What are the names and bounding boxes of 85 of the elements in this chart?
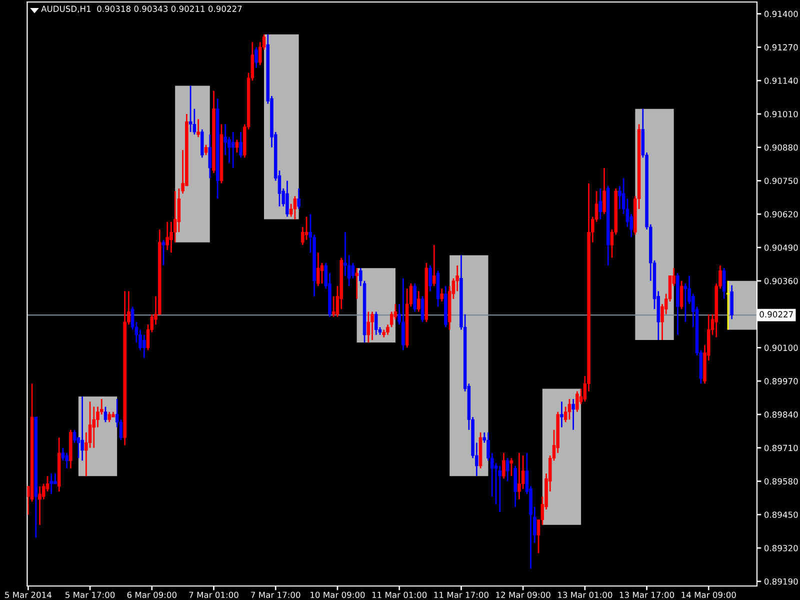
chart-title: AUDUSD,H1 0.90318 0.90343 0.90211 0.90227 (41, 6, 242, 13)
candlestick (417, 290, 420, 312)
candlestick (355, 267, 358, 300)
candlestick (54, 472, 57, 484)
x-tick-label: 7 Mar 01:00 (189, 592, 238, 598)
candlestick (196, 118, 200, 138)
candlestick (518, 452, 521, 500)
candlestick (204, 144, 208, 156)
candlestick (413, 282, 416, 312)
candlestick (254, 46, 258, 68)
x-tick-label: 10 Mar 09:00 (310, 592, 365, 598)
x-tick-label: 12 Mar 09:00 (496, 592, 550, 598)
candlestick (80, 396, 84, 462)
ref-line-label: 0.90227 (760, 311, 793, 318)
candlestick (297, 188, 300, 210)
candlestick (568, 398, 572, 420)
y-tick-label: 0.89580 (764, 478, 798, 485)
candlestick (572, 398, 575, 431)
x-tick-label: 5 Mar 17:00 (66, 592, 115, 598)
y-tick-label: 0.89450 (764, 512, 798, 518)
candlestick (50, 472, 53, 495)
x-tick-label: 11 Mar 01:00 (372, 592, 427, 598)
candlestick (316, 252, 320, 287)
y-tick-label: 0.89320 (764, 544, 798, 552)
candlestick (726, 280, 730, 330)
candlestick (162, 239, 166, 266)
y-tick-label: 0.90620 (764, 211, 798, 218)
y-tick-label: 0.91010 (764, 110, 798, 118)
candlestick (286, 180, 289, 218)
candlestick (304, 216, 308, 241)
candlestick (351, 262, 355, 280)
y-tick-label: 0.90750 (764, 178, 798, 184)
candlestick (428, 264, 432, 292)
x-tick-label: 14 Mar 09:00 (682, 592, 736, 598)
x-tick-label: 13 Mar 17:00 (620, 592, 674, 598)
candlestick (374, 311, 378, 336)
candlestick (235, 138, 239, 154)
x-tick-label: 5 Mar 2014 (5, 592, 52, 598)
candlestick (506, 457, 510, 482)
candlestick (366, 311, 370, 344)
x-tick-label: 6 Mar 09:00 (127, 592, 177, 598)
y-tick-label: 0.90360 (764, 278, 798, 284)
candlestick (38, 486, 42, 526)
candlestick (560, 400, 564, 428)
candlestick (231, 131, 235, 169)
candlestick (730, 284, 734, 320)
y-tick-label: 0.90490 (764, 244, 798, 251)
candlestick (722, 267, 726, 300)
candlestick (498, 465, 502, 513)
candlestick (208, 134, 212, 179)
candlestick (188, 85, 192, 133)
candlestick (65, 452, 68, 470)
candlestick (402, 278, 405, 351)
candlestick (510, 457, 514, 477)
candlestick (680, 280, 684, 310)
candlestick (502, 452, 506, 480)
candlestick (370, 311, 374, 341)
candlestick (514, 465, 517, 508)
candlestick (166, 221, 169, 251)
y-tick-label: 0.91140 (764, 78, 798, 84)
candlestick (598, 188, 602, 220)
candlestick (420, 296, 424, 323)
candlestick (293, 195, 297, 220)
candlestick (440, 288, 444, 302)
x-tick-label: 11 Mar 17:00 (434, 592, 488, 598)
y-tick-label: 0.90880 (764, 144, 798, 151)
y-tick-label: 0.89190 (764, 578, 798, 585)
candlestick (142, 334, 146, 359)
candlestick (576, 390, 579, 413)
candlestick (200, 128, 204, 158)
candlestick (332, 296, 336, 318)
y-tick-label: 0.91270 (764, 44, 798, 50)
y-tick-label: 0.89840 (764, 411, 798, 418)
y-tick-label: 0.89970 (764, 378, 798, 384)
candlestick (72, 429, 76, 444)
y-tick-label: 0.89710 (764, 444, 798, 452)
y-tick-label: 0.91400 (764, 10, 798, 18)
candlestick (104, 406, 108, 423)
x-tick-label: 7 Mar 17:00 (251, 592, 300, 598)
candlestick (108, 411, 111, 423)
y-tick-label: 0.90100 (764, 344, 798, 351)
x-tick-label: 13 Mar 01:00 (558, 592, 612, 598)
candlestick (602, 167, 606, 215)
candlestick (432, 244, 436, 287)
candlestick (239, 131, 242, 158)
